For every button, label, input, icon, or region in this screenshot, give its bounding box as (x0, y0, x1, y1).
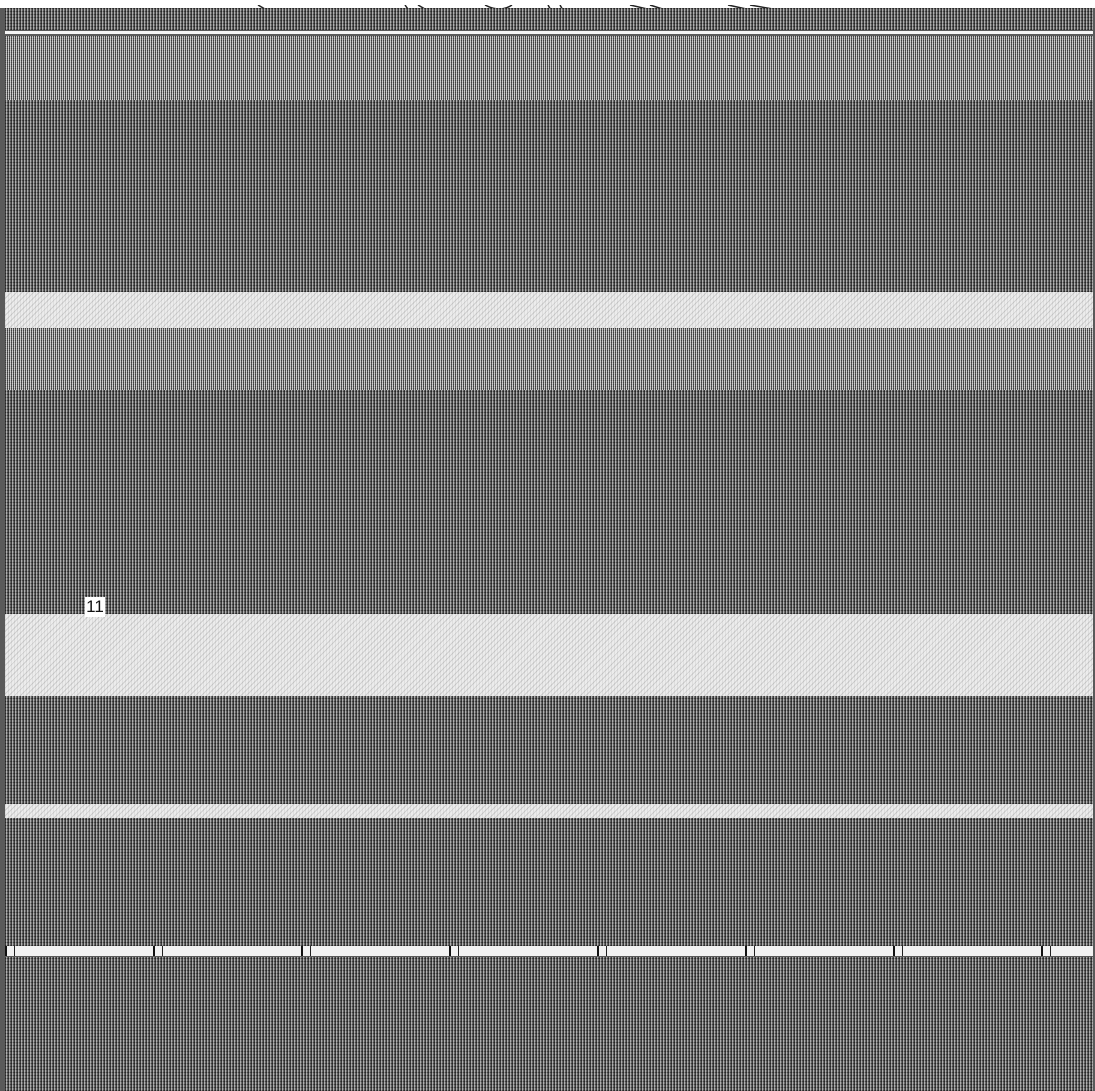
tick-strip (5, 946, 1093, 956)
noise-band-6 (5, 696, 1093, 804)
noise-band-8 (5, 957, 1093, 1091)
noise-band-3 (5, 100, 1093, 292)
noise-band-2 (5, 36, 1093, 100)
noise-band-5 (5, 390, 1093, 614)
light-band-2 (5, 614, 1093, 696)
marker-label: 11 (85, 597, 105, 617)
light-band-3 (5, 804, 1093, 818)
light-band-1 (5, 292, 1093, 328)
noise-band-4 (5, 328, 1093, 390)
noise-band-1 (5, 8, 1093, 30)
light-streak-1 (5, 31, 1093, 34)
noise-band-7 (5, 818, 1093, 946)
top-scribble-strip (0, 0, 1095, 13)
